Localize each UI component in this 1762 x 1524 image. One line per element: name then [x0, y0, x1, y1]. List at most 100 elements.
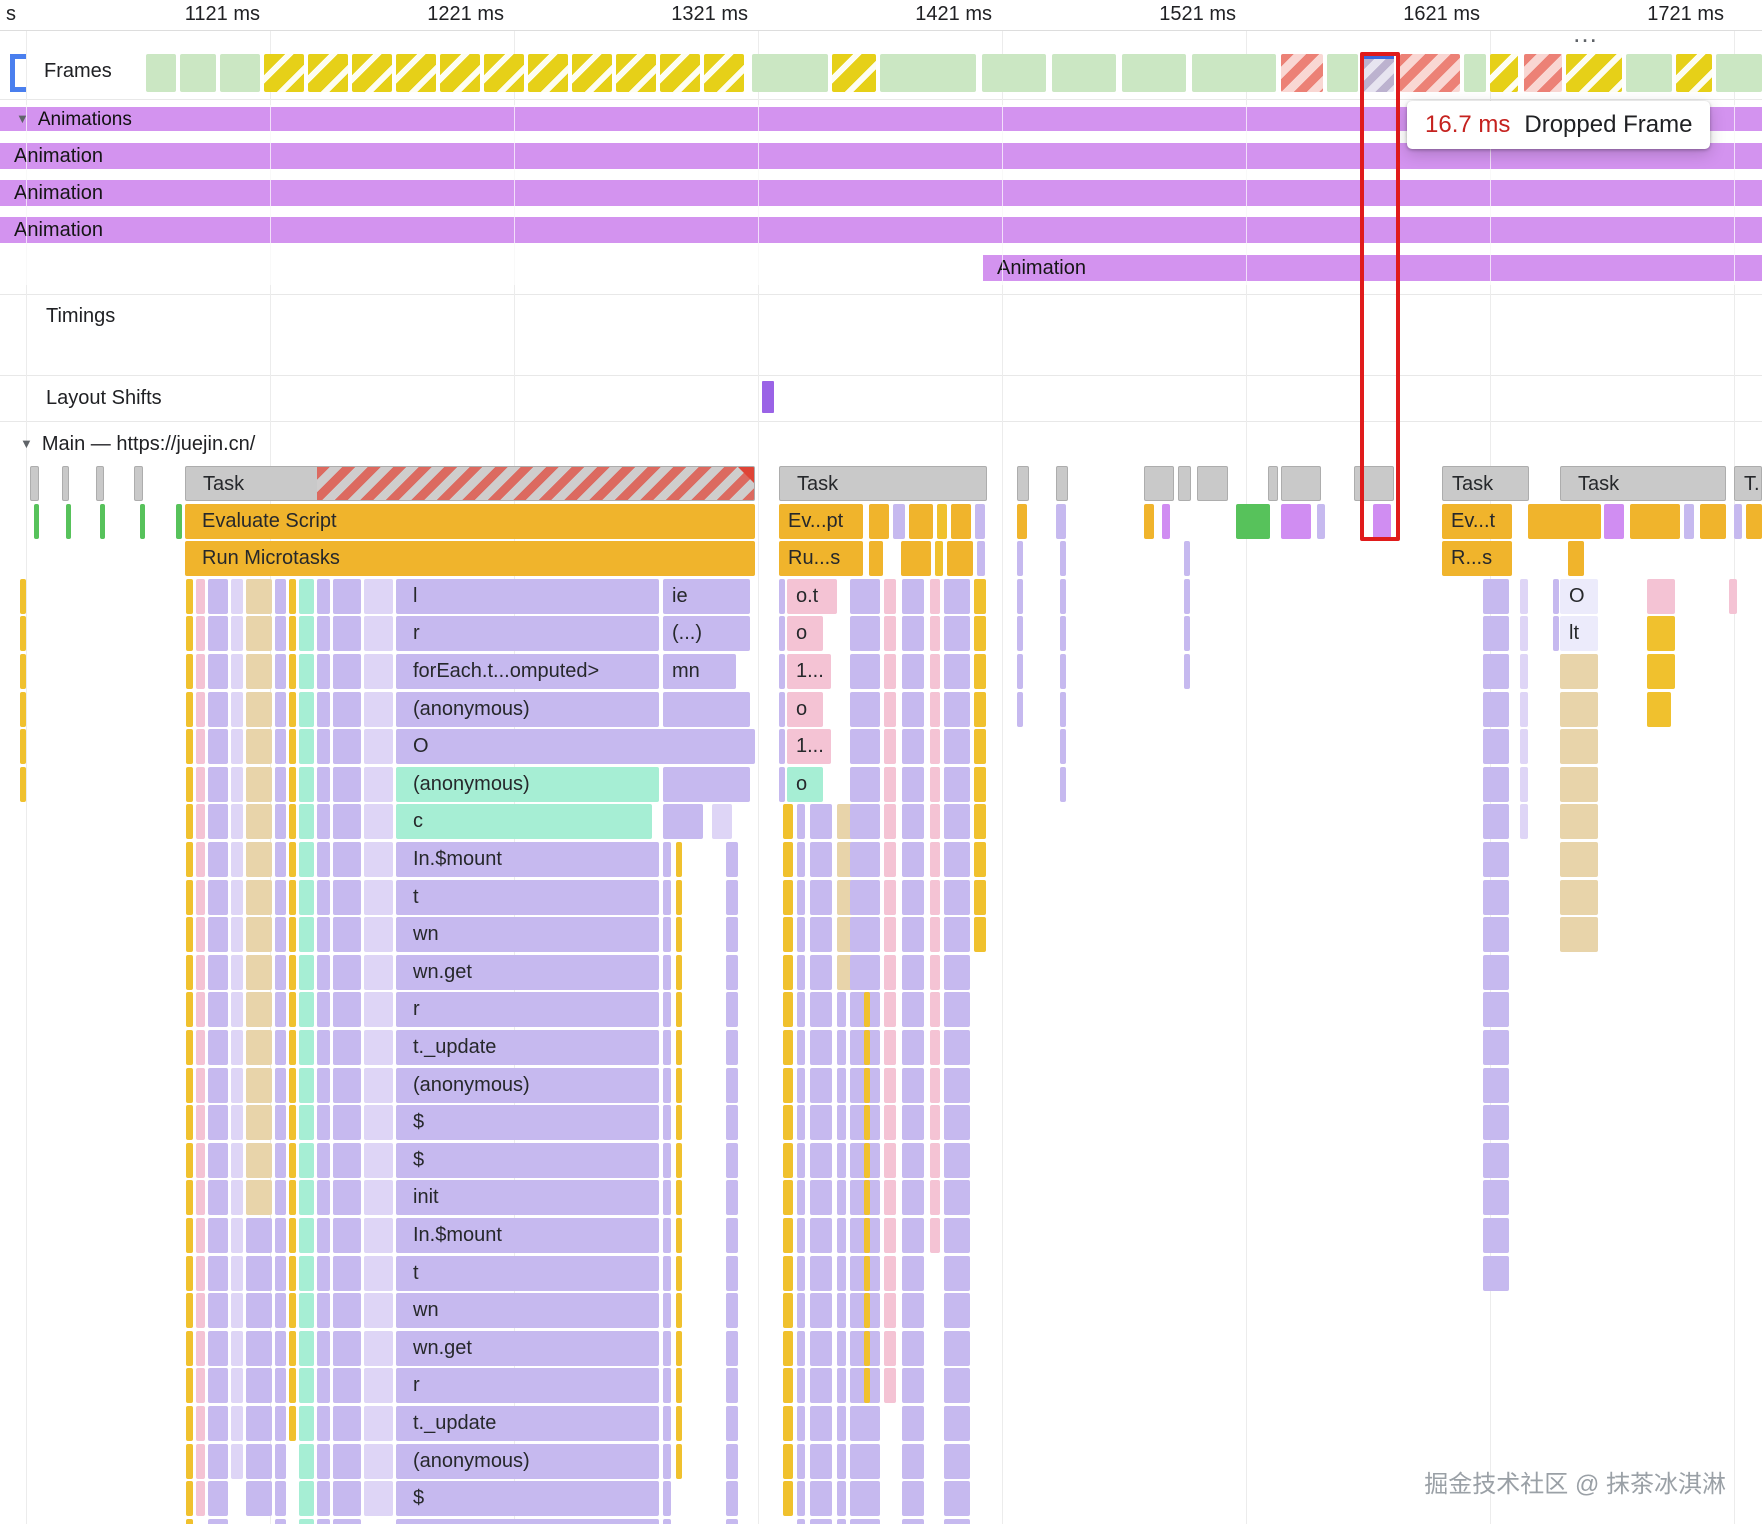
flame-segment[interactable]: [317, 1481, 330, 1517]
flame-segment[interactable]: [864, 1330, 870, 1366]
flame-segment[interactable]: [676, 1255, 682, 1291]
flame-segment[interactable]: [196, 1067, 205, 1103]
flame-segment[interactable]: [289, 1293, 296, 1329]
flame-segment[interactable]: [246, 1293, 272, 1329]
frame-partial[interactable]: [308, 54, 348, 92]
flame-segment[interactable]: [884, 578, 896, 614]
flame-segment[interactable]: [884, 1067, 896, 1103]
flame-segment[interactable]: [1560, 804, 1598, 840]
flame-segment[interactable]: [944, 1518, 970, 1524]
flame-segment[interactable]: [1162, 503, 1170, 539]
flame-segment-wn[interactable]: wn: [396, 1293, 659, 1329]
flame-segment[interactable]: [1700, 503, 1726, 539]
flame-segment[interactable]: [663, 992, 671, 1028]
flame-segment[interactable]: [783, 1142, 793, 1178]
flame-segment[interactable]: [797, 879, 805, 915]
flame-segment[interactable]: [299, 654, 314, 689]
flame-segment[interactable]: [864, 1180, 870, 1216]
flame-segment[interactable]: [333, 691, 361, 727]
flame-segment[interactable]: [289, 691, 296, 727]
flame-segment[interactable]: [333, 1067, 361, 1103]
flame-segment[interactable]: [930, 729, 940, 765]
flame-segment-R...s[interactable]: R...s: [1442, 541, 1512, 577]
flame-segment[interactable]: [208, 1368, 228, 1404]
flame-segment[interactable]: [208, 1406, 228, 1441]
flame-segment[interactable]: [944, 1180, 970, 1216]
flame-segment[interactable]: [299, 1293, 314, 1329]
flame-segment[interactable]: [783, 917, 793, 953]
flame-segment[interactable]: [208, 1030, 228, 1065]
flame-segment[interactable]: [1647, 691, 1671, 727]
flame-segment[interactable]: [317, 1330, 330, 1366]
flame-segment[interactable]: [208, 1518, 228, 1524]
flame-segment[interactable]: [1060, 654, 1066, 689]
flame-segment[interactable]: [333, 1443, 361, 1479]
flame-segment[interactable]: [884, 1293, 896, 1329]
flame-segment[interactable]: [299, 1030, 314, 1065]
flame-segment-In.$mount[interactable]: In.$mount: [396, 1218, 659, 1253]
flame-segment[interactable]: [1746, 503, 1762, 539]
flame-segment[interactable]: [317, 729, 330, 765]
flame-segment[interactable]: [275, 1368, 286, 1404]
flame-segment[interactable]: [333, 729, 361, 765]
flame-segment-t[interactable]: t: [396, 879, 659, 915]
flame-segment[interactable]: [231, 1180, 243, 1216]
flame-segment[interactable]: [884, 766, 896, 802]
flame-segment[interactable]: [1560, 654, 1598, 689]
flame-segment[interactable]: [663, 1293, 671, 1329]
flame-segment[interactable]: [333, 654, 361, 689]
flame-segment-wn[interactable]: wn: [396, 917, 659, 953]
flame-segment[interactable]: [850, 1443, 880, 1479]
flame-segment[interactable]: [977, 541, 985, 577]
flame-segment[interactable]: [974, 917, 986, 953]
flame-segment-o.t[interactable]: o.t: [787, 578, 837, 614]
flame-segment[interactable]: [364, 766, 393, 802]
flame-segment[interactable]: [231, 1067, 243, 1103]
flame-segment[interactable]: [317, 804, 330, 840]
flame-segment-$[interactable]: $: [396, 1105, 659, 1141]
flame-segment[interactable]: [333, 879, 361, 915]
flame-segment[interactable]: [1017, 691, 1023, 727]
flame-segment[interactable]: [663, 766, 750, 802]
flame-segment[interactable]: [299, 842, 314, 877]
flame-segment[interactable]: [810, 1255, 832, 1291]
frame-partial[interactable]: [528, 54, 568, 92]
flame-segment[interactable]: [317, 1293, 330, 1329]
flame-segment[interactable]: [944, 616, 970, 652]
flame-segment-o[interactable]: o: [787, 766, 823, 802]
flame-segment[interactable]: [930, 766, 940, 802]
flame-segment[interactable]: [884, 954, 896, 990]
flame-segment[interactable]: [944, 804, 970, 840]
flame-segment[interactable]: [246, 578, 272, 614]
flame-segment[interactable]: [1144, 466, 1174, 501]
flame-segment[interactable]: [196, 578, 205, 614]
frame-dropped[interactable]: [1400, 54, 1460, 92]
flame-segment[interactable]: [1017, 654, 1023, 689]
flame-segment-ie[interactable]: ie: [663, 578, 750, 614]
flame-segment[interactable]: [930, 1030, 940, 1065]
flame-segment[interactable]: [333, 917, 361, 953]
flame-segment[interactable]: [810, 842, 832, 877]
flame-segment[interactable]: [364, 1105, 393, 1141]
flame-segment[interactable]: [186, 1180, 193, 1216]
flame-segment[interactable]: [810, 1180, 832, 1216]
flame-segment[interactable]: [930, 691, 940, 727]
flame-segment[interactable]: [884, 917, 896, 953]
flame-segment[interactable]: [299, 1406, 314, 1441]
flame-segment[interactable]: [726, 1330, 738, 1366]
flame-segment[interactable]: [364, 1067, 393, 1103]
flame-segment[interactable]: [810, 1330, 832, 1366]
flame-segment[interactable]: [974, 766, 986, 802]
flame-segment[interactable]: [902, 992, 924, 1028]
flame-segment[interactable]: [275, 616, 286, 652]
flame-segment[interactable]: [275, 1481, 286, 1517]
flame-segment[interactable]: [289, 766, 296, 802]
flame-segment[interactable]: [317, 1105, 330, 1141]
flame-segment[interactable]: [779, 691, 785, 727]
flame-segment[interactable]: [663, 804, 703, 840]
flame-segment[interactable]: [317, 917, 330, 953]
flame-segment[interactable]: [299, 1142, 314, 1178]
frame-good[interactable]: [1052, 54, 1116, 92]
flame-segment[interactable]: [1281, 503, 1311, 539]
flame-segment[interactable]: [850, 691, 880, 727]
